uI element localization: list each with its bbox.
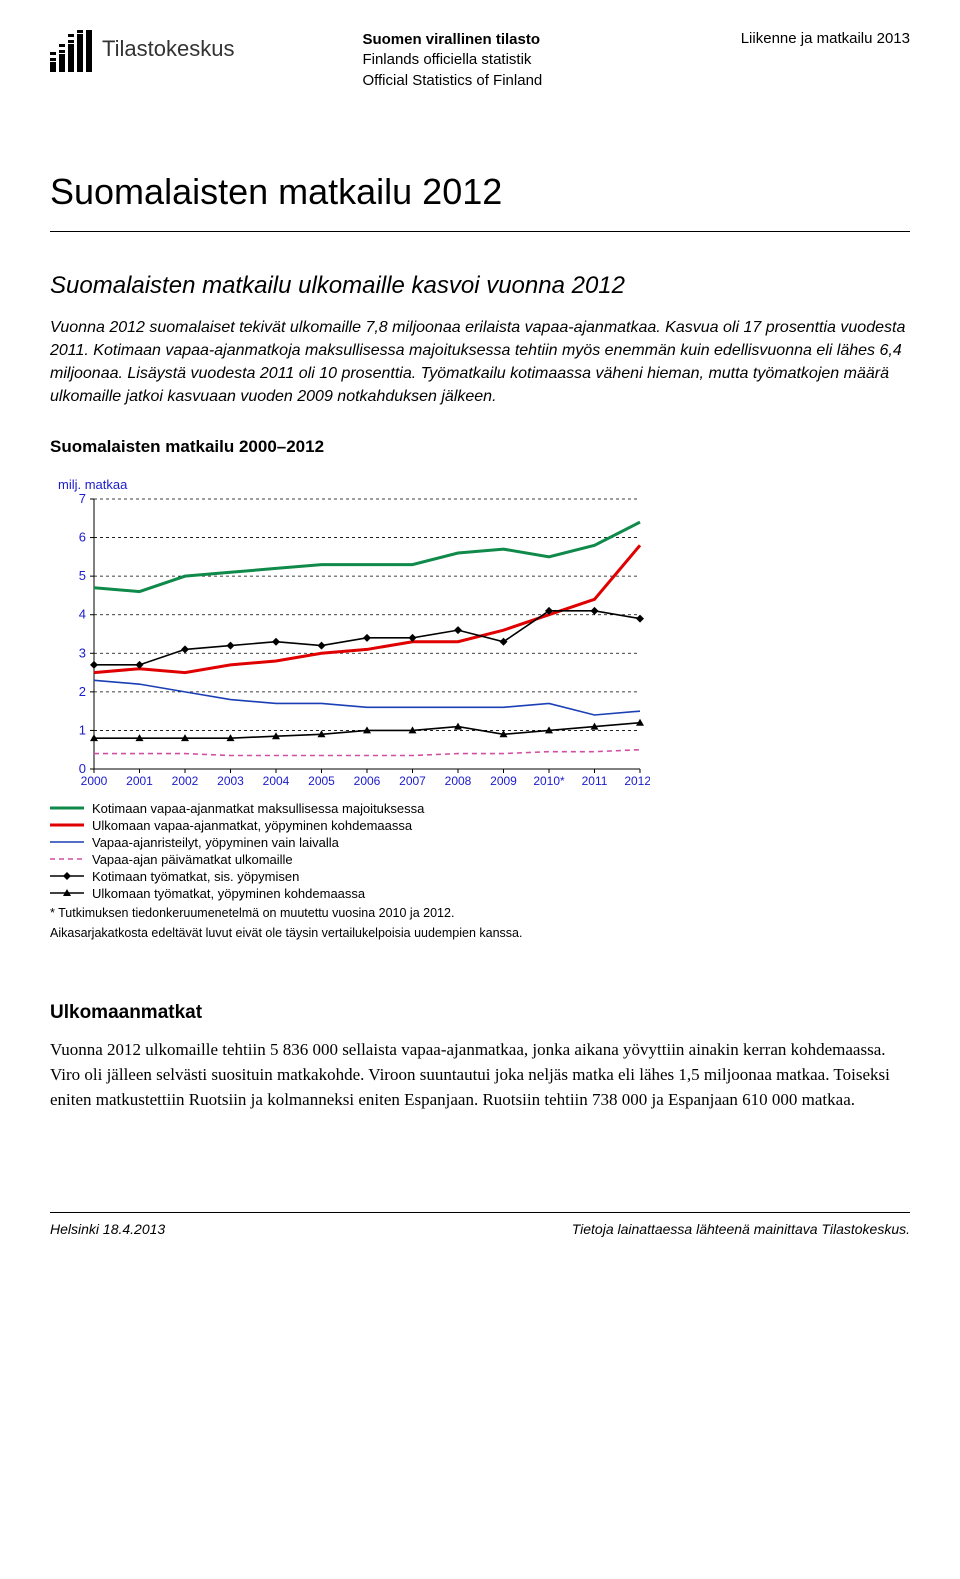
svg-text:2: 2 xyxy=(79,683,86,698)
chart-footnote-1: * Tutkimuksen tiedonkeruumenetelmä on mu… xyxy=(50,905,690,922)
svg-text:4: 4 xyxy=(79,606,86,621)
page-title: Suomalaisten matkailu 2012 xyxy=(50,171,910,213)
legend-label: Vapaa-ajan päivämatkat ulkomaille xyxy=(92,852,293,867)
svg-text:2008: 2008 xyxy=(445,774,472,788)
svg-text:7: 7 xyxy=(79,491,86,506)
legend-swatch-icon xyxy=(50,801,84,815)
legend-swatch-icon xyxy=(50,869,84,883)
official-fi: Suomen virallinen tilasto xyxy=(362,30,542,50)
svg-text:2007: 2007 xyxy=(399,774,426,788)
brand-name: Tilastokeskus xyxy=(102,36,234,62)
legend-swatch-icon xyxy=(50,835,84,849)
svg-text:2009: 2009 xyxy=(490,774,517,788)
legend-item: Ulkomaan vapaa-ajanmatkat, yöpyminen koh… xyxy=(50,818,690,833)
official-sv: Finlands officiella statistik xyxy=(362,50,542,70)
svg-text:2010*: 2010* xyxy=(533,774,565,788)
body-paragraph: Vuonna 2012 ulkomaille tehtiin 5 836 000… xyxy=(50,1038,910,1112)
legend-label: Ulkomaan työmatkat, yöpyminen kohdemaass… xyxy=(92,886,365,901)
svg-text:2011: 2011 xyxy=(582,774,608,788)
chart-title: Suomalaisten matkailu 2000–2012 xyxy=(50,437,910,457)
legend-item: Kotimaan vapaa-ajanmatkat maksullisessa … xyxy=(50,801,690,816)
chart-legend: Kotimaan vapaa-ajanmatkat maksullisessa … xyxy=(50,801,690,901)
svg-text:1: 1 xyxy=(79,722,86,737)
legend-label: Kotimaan työmatkat, sis. yöpymisen xyxy=(92,869,299,884)
legend-swatch-icon xyxy=(50,886,84,900)
lead-heading: Suomalaisten matkailu ulkomaille kasvoi … xyxy=(50,272,910,300)
section-heading: Ulkomaanmatkat xyxy=(50,1002,910,1024)
official-en: Official Statistics of Finland xyxy=(362,71,542,91)
svg-text:2000: 2000 xyxy=(81,774,108,788)
svg-text:2005: 2005 xyxy=(308,774,335,788)
chart-container: milj. matkaa0123456720002001200220032004… xyxy=(50,471,690,943)
intro-paragraph: Vuonna 2012 suomalaiset tekivät ulkomail… xyxy=(50,316,910,409)
tilastokeskus-logo-icon xyxy=(50,30,92,72)
svg-text:3: 3 xyxy=(79,645,86,660)
svg-text:2012*: 2012* xyxy=(624,774,650,788)
page-footer: Helsinki 18.4.2013 Tietoja lainattaessa … xyxy=(50,1212,910,1237)
legend-item: Kotimaan työmatkat, sis. yöpymisen xyxy=(50,869,690,884)
legend-item: Ulkomaan työmatkat, yöpyminen kohdemaass… xyxy=(50,886,690,901)
legend-item: Vapaa-ajan päivämatkat ulkomaille xyxy=(50,852,690,867)
chart-footnote-2: Aikasarjakatkosta edeltävät luvut eivät … xyxy=(50,925,690,942)
travel-line-chart: milj. matkaa0123456720002001200220032004… xyxy=(50,471,650,791)
header-category: Liikenne ja matkailu 2013 xyxy=(741,30,910,91)
legend-label: Ulkomaan vapaa-ajanmatkat, yöpyminen koh… xyxy=(92,818,412,833)
svg-text:2001: 2001 xyxy=(126,774,153,788)
legend-item: Vapaa-ajanristeilyt, yöpyminen vain laiv… xyxy=(50,835,690,850)
legend-swatch-icon xyxy=(50,818,84,832)
svg-text:2002: 2002 xyxy=(172,774,199,788)
svg-text:2004: 2004 xyxy=(263,774,290,788)
page-header: Tilastokeskus Suomen virallinen tilasto … xyxy=(50,30,910,91)
header-left: Tilastokeskus Suomen virallinen tilasto … xyxy=(50,30,542,91)
legend-swatch-icon xyxy=(50,852,84,866)
svg-text:6: 6 xyxy=(79,529,86,544)
legend-label: Vapaa-ajanristeilyt, yöpyminen vain laiv… xyxy=(92,835,339,850)
svg-text:5: 5 xyxy=(79,568,86,583)
svg-text:2006: 2006 xyxy=(354,774,381,788)
legend-label: Kotimaan vapaa-ajanmatkat maksullisessa … xyxy=(92,801,424,816)
footer-date: Helsinki 18.4.2013 xyxy=(50,1221,165,1237)
svg-text:milj. matkaa: milj. matkaa xyxy=(58,477,128,492)
svg-text:2003: 2003 xyxy=(217,774,244,788)
official-statistics-label: Suomen virallinen tilasto Finlands offic… xyxy=(362,30,542,91)
footer-attribution: Tietoja lainattaessa lähteenä mainittava… xyxy=(572,1221,910,1237)
title-divider xyxy=(50,231,910,232)
brand-logo: Tilastokeskus xyxy=(50,30,234,91)
